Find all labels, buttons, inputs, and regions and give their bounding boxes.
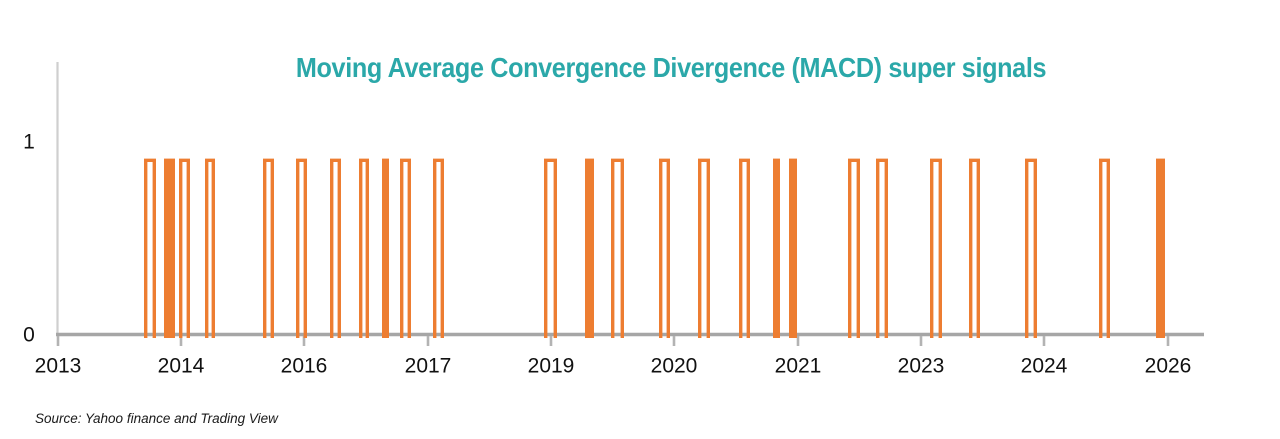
x-tick-label: 2014	[158, 355, 205, 378]
signal-pulse	[969, 158, 980, 338]
signal-pulse	[848, 158, 860, 338]
signal-pulse	[773, 158, 780, 338]
x-tick-label: 2019	[528, 355, 575, 378]
signal-pulse	[330, 158, 341, 338]
signal-pulse	[179, 158, 190, 338]
signal-pulse	[930, 158, 942, 338]
x-tick-label: 2021	[775, 355, 822, 378]
signal-pulse	[144, 158, 156, 338]
x-tick-label: 2026	[1145, 355, 1192, 378]
x-tick-label: 2020	[651, 355, 698, 378]
signal-pulse	[1099, 158, 1110, 338]
signal-pulse	[544, 158, 557, 338]
signal-pulse	[739, 158, 750, 338]
chart-title-text: Moving Average Convergence Divergence (M…	[295, 52, 1047, 83]
y-tick-label: 1	[23, 131, 35, 154]
signal-pulse	[433, 158, 444, 338]
x-tick-label: 2017	[405, 355, 452, 378]
signal-pulse	[205, 158, 215, 338]
signal-pulse	[296, 158, 307, 338]
signal-pulse	[659, 158, 670, 338]
signal-pulse	[164, 158, 175, 338]
signal-pulse	[263, 158, 274, 338]
x-tick-label: 2013	[35, 355, 82, 378]
signal-pulse	[382, 158, 389, 338]
signal-pulse	[585, 158, 594, 338]
signal-pulse	[698, 158, 710, 338]
signal-pulse	[400, 158, 411, 338]
signal-pulse	[611, 158, 624, 338]
signal-pulse	[1025, 158, 1037, 338]
x-tick-label: 2024	[1021, 355, 1068, 378]
source-note: Source: Yahoo finance and Trading View	[35, 411, 278, 426]
x-tick-label: 2023	[898, 355, 945, 378]
signal-pulse	[359, 158, 369, 338]
chart-title: Moving Average Convergence Divergence (M…	[254, 52, 1088, 84]
signal-pulse	[789, 158, 797, 338]
x-tick-label: 2016	[281, 355, 328, 378]
y-tick-label: 0	[23, 324, 35, 347]
signal-pulse	[1156, 158, 1165, 338]
signal-pulse	[876, 158, 888, 338]
